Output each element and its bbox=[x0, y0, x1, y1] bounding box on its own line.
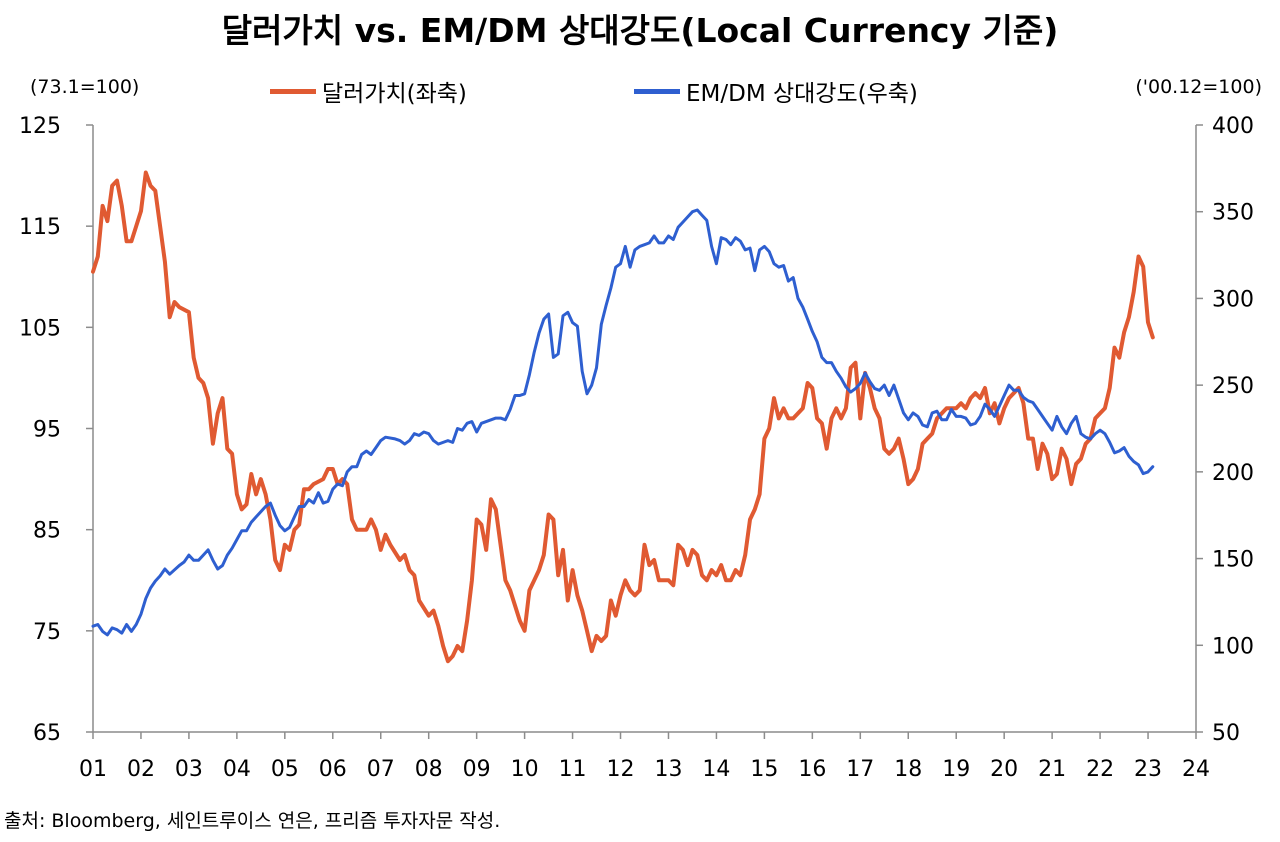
x-tick-label: 03 bbox=[175, 757, 203, 782]
x-tick-label: 13 bbox=[654, 757, 682, 782]
x-tick-label: 07 bbox=[367, 757, 395, 782]
left-tick-label: 125 bbox=[19, 114, 61, 139]
right-tick-label: 250 bbox=[1212, 374, 1254, 399]
right-tick-label: 400 bbox=[1212, 114, 1254, 139]
right-tick-label: 350 bbox=[1212, 201, 1254, 226]
legend-label-dollar: 달러가치(좌축) bbox=[322, 81, 467, 107]
left-axis-unit: (73.1=100) bbox=[30, 76, 140, 98]
legend-swatch-emdm bbox=[634, 88, 680, 94]
left-tick-label: 115 bbox=[19, 215, 61, 240]
legend-entry-emdm: EM/DM 상대강도(우축) bbox=[634, 74, 918, 108]
source-note: 출처: Bloomberg, 세인트루이스 연은, 프리즘 투자자문 작성. bbox=[4, 810, 501, 832]
right-axis-unit: ('00.12=100) bbox=[1135, 76, 1262, 98]
legend-label-emdm: EM/DM 상대강도(우축) bbox=[686, 81, 918, 107]
em-dm-strength-line bbox=[91, 208, 1155, 637]
x-tick-label: 16 bbox=[798, 757, 826, 782]
x-tick-label: 14 bbox=[702, 757, 730, 782]
x-tick-label: 17 bbox=[846, 757, 874, 782]
legend-swatch-dollar bbox=[270, 88, 316, 94]
left-tick-label: 105 bbox=[19, 316, 61, 341]
x-tick-label: 08 bbox=[415, 757, 443, 782]
left-tick-label: 95 bbox=[33, 418, 61, 443]
x-tick-label: 23 bbox=[1134, 757, 1162, 782]
left-tick-label: 75 bbox=[33, 620, 61, 645]
right-tick-label: 150 bbox=[1212, 548, 1254, 573]
x-tick-label: 21 bbox=[1038, 757, 1066, 782]
right-tick-label: 200 bbox=[1212, 461, 1254, 486]
x-tick-label: 20 bbox=[990, 757, 1018, 782]
x-tick-label: 01 bbox=[79, 757, 107, 782]
left-tick-label: 65 bbox=[33, 721, 61, 746]
legend-entry-dollar: 달러가치(좌축) bbox=[270, 74, 467, 108]
right-tick-label: 100 bbox=[1212, 634, 1254, 659]
x-tick-label: 10 bbox=[511, 757, 539, 782]
x-tick-label: 02 bbox=[127, 757, 155, 782]
x-tick-label: 15 bbox=[750, 757, 778, 782]
x-tick-label: 05 bbox=[271, 757, 299, 782]
x-tick-label: 06 bbox=[319, 757, 347, 782]
x-tick-label: 22 bbox=[1086, 757, 1114, 782]
x-tick-label: 19 bbox=[942, 757, 970, 782]
left-tick-label: 85 bbox=[33, 519, 61, 544]
dollar-value-line bbox=[91, 170, 1155, 664]
x-tick-label: 04 bbox=[223, 757, 251, 782]
x-tick-label: 12 bbox=[607, 757, 635, 782]
x-tick-label: 18 bbox=[894, 757, 922, 782]
right-tick-label: 300 bbox=[1212, 287, 1254, 312]
right-tick-label: 50 bbox=[1212, 721, 1240, 746]
x-tick-label: 11 bbox=[559, 757, 587, 782]
x-tick-label: 24 bbox=[1182, 757, 1210, 782]
chart-title: 달러가치 vs. EM/DM 상대강도(Local Currency 기준) bbox=[221, 11, 1059, 50]
x-tick-label: 09 bbox=[463, 757, 491, 782]
